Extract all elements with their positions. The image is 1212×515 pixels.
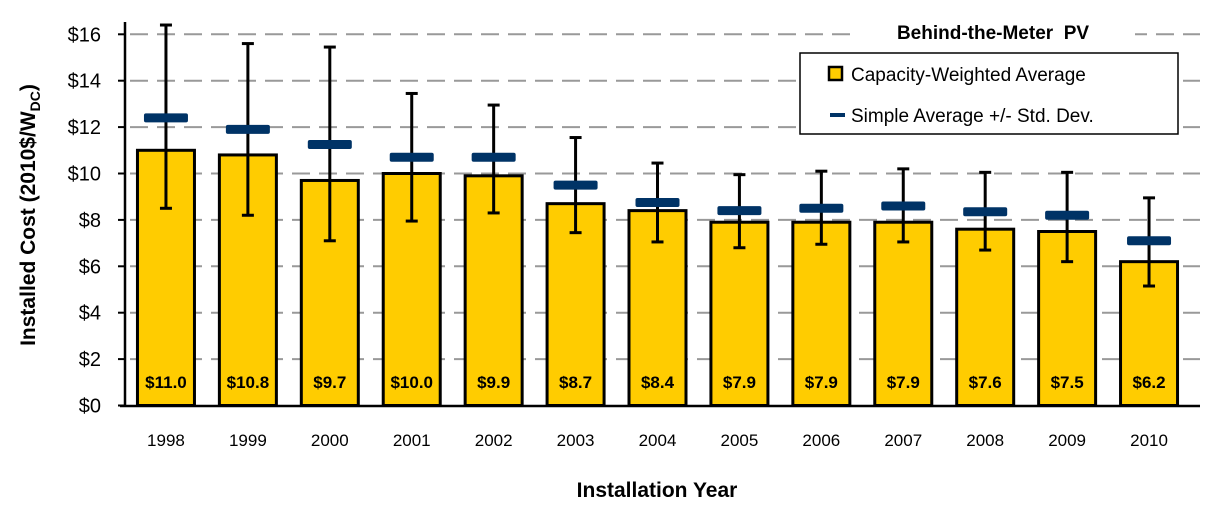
bar	[791, 220, 852, 407]
y-tick-label: $8	[79, 210, 101, 232]
chart-title: Behind-the-Meter PV	[897, 23, 1089, 44]
data-labels: $11.0 $10.8 $9.7 $10.0 $9.9 $8.7 $8.4 $7.9 $7.9 $…	[145, 373, 1165, 392]
y-tick-label: $4	[79, 303, 101, 325]
bar-data-label: $9.7	[313, 373, 346, 392]
x-tick-label: 1999	[229, 431, 267, 450]
bar-data-label: $8.4	[641, 373, 675, 392]
simple-average-marker	[553, 180, 598, 190]
y-axis-title-close: )	[17, 84, 40, 91]
x-tick-label: 2002	[475, 431, 513, 450]
bar-data-label: $8.7	[559, 373, 592, 392]
x-tick-label: 2009	[1048, 431, 1086, 450]
legend-label-capacity-weighted: Capacity-Weighted Average	[851, 65, 1086, 86]
x-tick-label: 2006	[802, 431, 840, 450]
x-tick-labels: 1998 1999 2000 2001 2002 2003 2004 2005 2006 2007…	[147, 431, 1168, 450]
simple-average-marker	[307, 140, 352, 149]
bar-data-label: $11.0	[145, 373, 187, 392]
bar-data-label: $7.9	[723, 373, 756, 392]
bar-data-label: $10.0	[390, 373, 433, 392]
y-tick-label: $16	[68, 24, 101, 46]
simple-average-marker	[225, 124, 270, 134]
simple-average-marker	[635, 198, 680, 207]
error-bars	[143, 23, 1172, 288]
y-tick-label: $14	[68, 71, 101, 93]
x-tick-label: 2007	[884, 431, 922, 450]
x-axis-title: Installation Year	[577, 479, 738, 502]
y-axis-title-subscript: DC	[27, 91, 43, 111]
y-axis-title-main: Installed Cost (2010$/W	[17, 111, 40, 346]
x-tick-label: 2000	[311, 431, 349, 450]
bar-data-label: $7.5	[1051, 373, 1084, 392]
y-tick-label: $12	[68, 117, 101, 139]
legend-swatch-dash	[830, 113, 845, 117]
y-tick-label: $0	[79, 396, 101, 418]
y-tick-label: $2	[79, 349, 101, 371]
simple-average-marker	[717, 206, 762, 216]
bar	[545, 202, 606, 407]
bar-data-label: $7.9	[887, 373, 920, 392]
bar-data-label: $7.6	[969, 373, 1002, 392]
bar	[709, 220, 770, 407]
axes	[120, 22, 1200, 408]
simple-average-marker	[143, 113, 188, 123]
legend: Capacity-Weighted Average Simple Average…	[799, 52, 1179, 135]
x-tick-label: 2005	[721, 431, 759, 450]
x-tick-label: 2001	[393, 431, 431, 450]
x-tick-label: 2004	[639, 431, 677, 450]
y-tick-label: $10	[68, 164, 101, 186]
simple-average-marker	[1127, 236, 1172, 246]
x-tick-label: 1998	[147, 431, 185, 450]
x-tick-label: 2008	[966, 431, 1004, 450]
bar	[955, 227, 1016, 407]
simple-average-marker	[799, 203, 844, 213]
simple-average-marker	[471, 152, 516, 162]
bar-data-label: $10.8	[227, 373, 270, 392]
bar-data-label: $9.9	[477, 373, 510, 392]
x-tick-label: 2003	[557, 431, 595, 450]
legend-box	[799, 52, 1179, 135]
simple-average-marker	[1045, 210, 1090, 220]
legend-label-simple-average: Simple Average +/- Std. Dev.	[851, 106, 1094, 127]
y-axis-title: Installed Cost (2010$/WDC)	[17, 84, 43, 346]
y-tick-labels: $0 $2 $4 $6 $8 $10 $12 $14 $16	[68, 24, 101, 417]
simple-average-marker	[389, 152, 434, 162]
y-tick-label: $6	[79, 256, 101, 278]
x-tick-label: 2010	[1130, 431, 1168, 450]
bar-data-label: $6.2	[1132, 373, 1165, 392]
title-background	[850, 18, 1135, 48]
bar-data-label: $7.9	[805, 373, 838, 392]
simple-average-marker	[881, 201, 926, 211]
legend-swatch-bar	[827, 65, 844, 82]
simple-average-marker	[963, 207, 1008, 217]
